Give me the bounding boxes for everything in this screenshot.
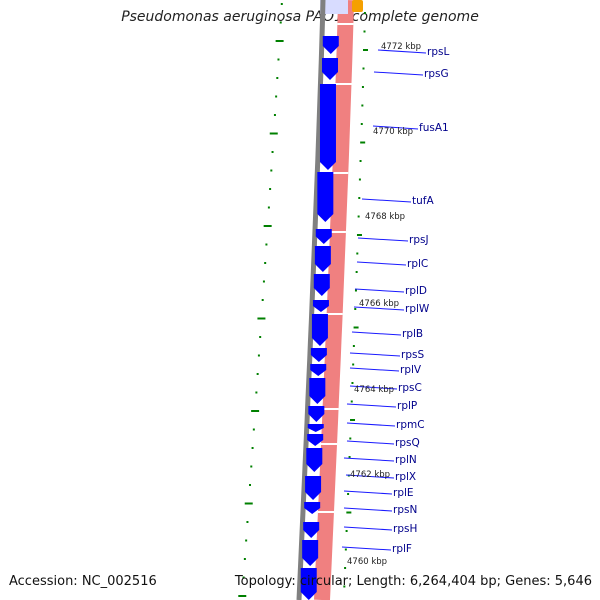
genome-backbone (296, 0, 326, 600)
gene-label: rplX (395, 471, 416, 483)
gene-leader-line (349, 367, 400, 372)
tick-marks (238, 3, 369, 597)
gene-label: rpmC (396, 419, 425, 431)
map-title: Pseudomonas aeruginosa PAO1, complete ge… (121, 9, 479, 25)
gene-leader-line (343, 507, 393, 512)
gene-label: rplW (405, 303, 430, 315)
cds-arrow (313, 274, 330, 296)
gene-leader-line (373, 71, 424, 76)
gene-label: rpsC (398, 382, 422, 394)
cds-arrow (304, 502, 321, 514)
scale-label: 4770 kbp (373, 127, 413, 137)
cds-arrow (322, 58, 339, 80)
gene-label: rplV (400, 364, 422, 376)
cds-arrow (309, 378, 326, 404)
scale-label: 4772 kbp (381, 42, 421, 52)
gene-leader-line (361, 198, 412, 203)
gene-label: tufA (412, 195, 434, 207)
gene-label: rplC (407, 258, 428, 270)
gene-leader-line (357, 237, 409, 242)
gene-leader-line (372, 125, 419, 130)
gene-label: fusA1 (419, 122, 449, 134)
scale-label: 4764 kbp (354, 385, 394, 395)
accession-text: Accession: NC_002516 (9, 574, 157, 589)
gene-label: rpsH (393, 523, 417, 535)
gene-leader-line (346, 440, 395, 445)
cds-arrow (307, 434, 324, 446)
gene-leader-line (377, 49, 427, 54)
cds-arrow (310, 348, 327, 362)
scale-label: 4760 kbp (347, 557, 387, 567)
cds-arrow (307, 424, 324, 432)
gene-label: rplF (392, 543, 412, 555)
gene-leader-line (353, 306, 405, 311)
gene-leader-line (343, 526, 393, 531)
gene-label: rpsJ (409, 234, 429, 246)
scale-label: 4768 kbp (365, 212, 405, 222)
gene-label: rplD (405, 285, 427, 297)
gene-label: rplN (395, 454, 417, 466)
cds-arrow (303, 522, 320, 538)
scale-label: 4762 kbp (350, 470, 390, 480)
gene-leader-line (346, 403, 397, 408)
scale-label: 4766 kbp (359, 299, 399, 309)
cds-arrow (311, 314, 328, 346)
cds-arrow (315, 229, 332, 244)
topology-text: Topology: circular; Length: 6,264,404 bp… (234, 574, 592, 589)
cds-features (300, 36, 339, 600)
top-highlight (320, 0, 348, 14)
gene-leader-line (354, 288, 405, 293)
gene-leader-line (345, 474, 395, 479)
cds-arrow (305, 476, 322, 500)
gene-label: rpsS (401, 349, 424, 361)
gene-leader-line (356, 261, 407, 266)
gene-leader-line (351, 331, 402, 336)
genome-ring (296, 0, 363, 600)
cds-arrow (302, 540, 319, 566)
gene-label: rpsG (424, 68, 449, 80)
reverse-strand-track (314, 0, 354, 600)
gene-leader-line (341, 546, 392, 551)
cds-arrow (310, 364, 327, 376)
cds-arrow (308, 406, 325, 422)
gene-label: rpsN (393, 504, 417, 516)
gene-leader-line (349, 385, 398, 390)
cds-arrow (314, 246, 331, 272)
gene-leader-line (346, 422, 396, 427)
gene-label: rpsL (427, 46, 449, 58)
cds-arrow (319, 84, 336, 170)
gene-label: rplE (393, 487, 414, 499)
gene-leader-line (343, 490, 393, 495)
gene-label: rplP (397, 400, 417, 412)
gene-leader-line (349, 352, 401, 357)
gene-label: rpsQ (395, 437, 420, 449)
feature-labels: rpsL rpsG fusA1 tufA rpsJ rplC rplD rplW rplB rps… (341, 42, 449, 567)
orange-feature (352, 0, 363, 12)
gene-label: rplB (402, 328, 423, 340)
cds-arrow (317, 172, 334, 222)
cds-arrow (300, 568, 317, 600)
gene-leader-line (343, 457, 395, 462)
cds-arrow (312, 300, 329, 312)
cds-arrow (306, 448, 323, 472)
cds-arrow (322, 36, 339, 54)
